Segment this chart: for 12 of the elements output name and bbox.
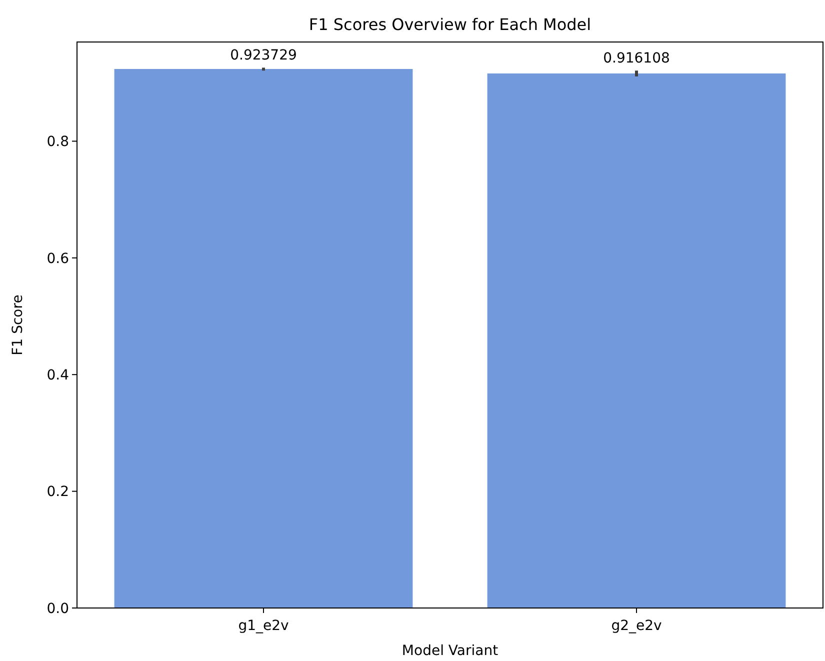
x-axis-title: Model Variant [402, 643, 499, 659]
data-label: 0.923729 [230, 48, 297, 64]
y-tick-label: 0.6 [46, 250, 70, 267]
x-tick-label: g1_e2v [238, 618, 289, 634]
x-tick-label: g2_e2v [611, 618, 662, 634]
y-tick-label: 0.0 [46, 600, 69, 617]
y-tick-label: 0.2 [46, 484, 69, 500]
y-tick-label: 0.4 [46, 368, 70, 384]
y-axis-title: F1 Score [10, 294, 26, 356]
y-tick-label: 0.8 [46, 134, 69, 150]
chart-title: F1 Scores Overview for Each Model [308, 15, 592, 34]
data-label: 0.916108 [603, 50, 670, 67]
